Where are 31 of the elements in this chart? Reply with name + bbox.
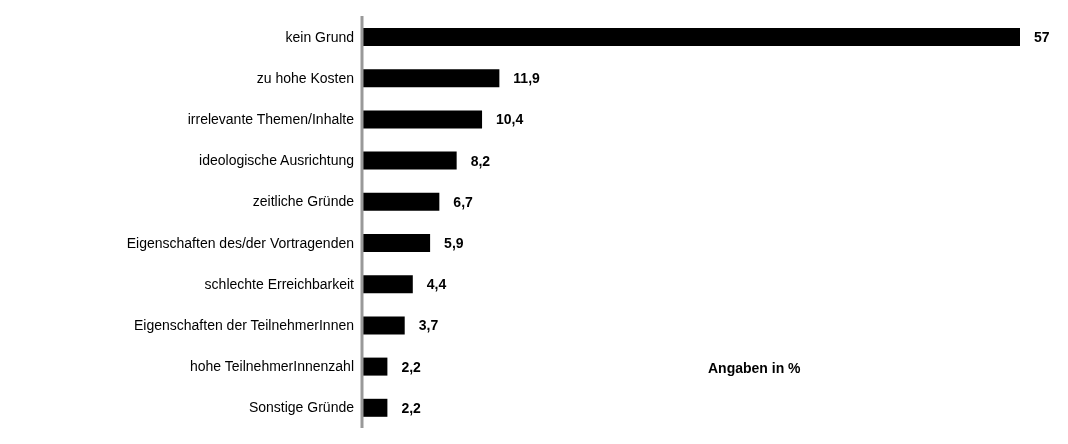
annotation: Angaben in % xyxy=(708,360,801,376)
data-label: 4,4 xyxy=(426,276,447,293)
bar xyxy=(362,316,405,335)
data-label: 3,7 xyxy=(418,317,439,334)
y-tick-label: kein Grund xyxy=(285,28,354,45)
data-label: 5,9 xyxy=(444,235,464,251)
y-tick-label: ideologische Ausrichtung xyxy=(199,152,354,169)
data-label: 8,2 xyxy=(470,152,491,169)
y-tick-label: hohe TeilnehmerInnenzahl xyxy=(190,358,354,375)
bar xyxy=(362,398,388,417)
data-label: 2,2 xyxy=(401,399,422,416)
bar xyxy=(362,151,457,170)
bar xyxy=(362,234,431,252)
y-tick-label: Eigenschaften des/der Vortragenden xyxy=(126,234,354,251)
data-label: 6,7 xyxy=(453,193,474,210)
bar xyxy=(362,192,440,211)
bar xyxy=(362,28,1020,46)
y-tick-label: irrelevante Themen/Inhalte xyxy=(187,110,355,127)
bar xyxy=(362,110,483,129)
bar xyxy=(362,357,388,376)
data-label: 2,2 xyxy=(401,358,422,375)
y-tick-label: Eigenschaften der TeilnehmerInnen xyxy=(133,316,354,333)
bar xyxy=(362,275,413,294)
y-tick-label: Sonstige Gründe xyxy=(248,399,355,416)
data-label: 57 xyxy=(1034,29,1050,45)
data-label: 10,4 xyxy=(496,111,524,128)
data-label: 11,9 xyxy=(513,70,541,87)
y-tick-label: schlechte Erreichbarkeit xyxy=(204,275,355,292)
y-tick-label: zeitliche Gründe xyxy=(252,193,355,210)
y-tick-label: zu hohe Kosten xyxy=(256,69,354,86)
bar xyxy=(362,69,500,88)
